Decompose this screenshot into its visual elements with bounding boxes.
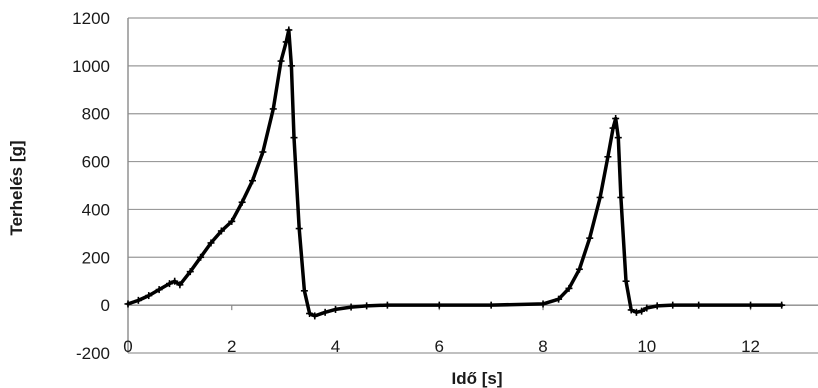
series-line — [126, 28, 784, 318]
y-tick-label: 0 — [101, 296, 110, 315]
data-point-marker — [643, 304, 651, 312]
data-point-marker — [176, 281, 184, 289]
data-point-marker — [166, 280, 174, 288]
data-point-marker — [539, 300, 547, 308]
data-point-marker — [290, 134, 298, 142]
data-point-marker — [435, 301, 443, 309]
data-point-marker — [622, 277, 630, 285]
data-point-marker — [145, 292, 153, 300]
data-point-marker — [207, 239, 215, 247]
y-tick-label: 600 — [82, 153, 110, 172]
x-tick-labels: 0 2 4 6 8 10 12 — [123, 337, 760, 356]
data-point-marker — [653, 302, 661, 310]
x-tick-label: 2 — [227, 337, 236, 356]
x-tick-label: 0 — [123, 337, 132, 356]
data-point-marker — [632, 308, 640, 316]
x-axis-title: Idő [s] — [452, 369, 503, 388]
data-point-marker — [171, 277, 179, 285]
data-point-marker — [259, 148, 267, 156]
data-point-marker — [778, 301, 786, 309]
data-point-marker — [228, 217, 236, 225]
y-tick-label: 800 — [82, 105, 110, 124]
data-point-marker — [347, 303, 355, 311]
x-tick-label: 12 — [741, 337, 760, 356]
data-point-marker — [383, 301, 391, 309]
series-layer — [124, 26, 786, 320]
data-point-marker — [614, 134, 622, 142]
data-point-marker — [300, 287, 308, 295]
data-point-marker — [186, 268, 194, 276]
data-point-marker — [627, 306, 635, 314]
data-point-marker — [238, 198, 246, 206]
data-point-marker — [565, 284, 573, 292]
data-point-marker — [155, 286, 163, 294]
y-tick-label: 1000 — [72, 57, 110, 76]
y-tick-label: 200 — [82, 248, 110, 267]
data-point-marker — [638, 307, 646, 315]
data-point-marker — [487, 301, 495, 309]
data-point-marker — [747, 301, 755, 309]
data-point-marker — [277, 57, 285, 65]
x-tick-label: 6 — [435, 337, 444, 356]
data-point-marker — [669, 301, 677, 309]
y-tick-label: 400 — [82, 200, 110, 219]
data-point-marker — [612, 115, 620, 122]
data-point-marker — [575, 265, 583, 273]
data-point-marker — [321, 308, 329, 316]
data-point-marker — [249, 177, 257, 185]
data-point-marker — [332, 305, 340, 313]
data-point-marker — [555, 295, 563, 303]
x-tick-label: 4 — [331, 337, 340, 356]
y-tick-labels: -200 0 200 400 600 800 1000 1200 — [72, 9, 110, 363]
gridlines — [128, 17, 818, 354]
data-point-marker — [287, 62, 295, 70]
y-axis-title: Terhelés [g] — [7, 140, 26, 235]
data-point-marker — [311, 312, 319, 320]
y-tick-label: -200 — [76, 344, 110, 363]
data-point-marker — [285, 26, 293, 34]
data-point-marker — [134, 296, 142, 304]
data-point-marker — [609, 124, 617, 132]
data-point-marker — [295, 225, 303, 233]
y-tick-label: 1200 — [72, 9, 110, 28]
data-point-marker — [282, 38, 290, 46]
data-point-marker — [586, 234, 594, 242]
data-point-marker — [604, 153, 612, 161]
data-point-marker — [124, 300, 132, 308]
data-point-marker — [363, 302, 371, 310]
data-point-marker — [306, 310, 314, 318]
data-point-marker — [197, 253, 205, 261]
axes — [127, 18, 818, 353]
data-point-marker — [269, 105, 277, 113]
data-point-marker — [695, 301, 703, 309]
data-point-marker — [596, 193, 604, 201]
x-tick-label: 10 — [637, 337, 656, 356]
x-tick-label: 8 — [538, 337, 547, 356]
data-point-marker — [617, 193, 625, 201]
data-point-marker — [217, 227, 225, 235]
